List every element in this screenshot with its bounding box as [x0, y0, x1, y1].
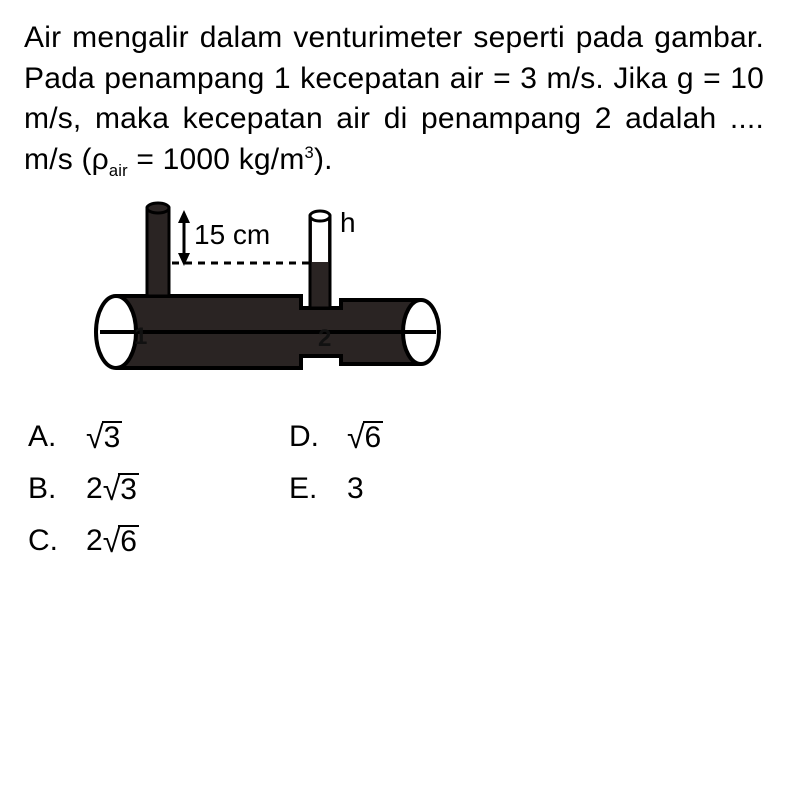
options-col-left: A. √ 3 B. 2 √ 3 C. 2 √ 6	[28, 420, 139, 558]
label-1: 1	[134, 323, 147, 350]
options-col-right: D. √ 6 E. 3	[289, 420, 383, 558]
radicand: 6	[363, 421, 384, 453]
venturimeter-diagram: 15 cm h 1 2	[24, 196, 764, 396]
label-2: 2	[318, 325, 331, 352]
rho-subscript: air	[109, 162, 128, 180]
coef: 2	[86, 472, 103, 506]
option-value: √ 3	[86, 420, 122, 454]
option-letter: E.	[289, 472, 319, 506]
option-value: 2 √ 3	[86, 472, 139, 506]
height-arrow	[178, 210, 190, 266]
option-letter: A.	[28, 420, 58, 454]
option-value: √ 6	[347, 420, 383, 454]
label-15cm: 15 cm	[194, 219, 270, 250]
question-text: Air mengalir dalam venturimeter se­perti…	[24, 18, 764, 182]
left-tube	[147, 203, 169, 296]
option-value: 3	[347, 472, 364, 506]
option-letter: D.	[289, 420, 319, 454]
option-C: C. 2 √ 6	[28, 524, 139, 558]
radicand: 3	[118, 473, 139, 505]
right-tube	[310, 211, 330, 308]
exp: 3	[305, 144, 314, 162]
question-tail: = 1000 kg/m	[128, 143, 305, 176]
question-close: ).	[314, 143, 333, 176]
coef: 2	[86, 524, 103, 558]
radicand: 6	[118, 525, 139, 557]
option-letter: C.	[28, 524, 58, 558]
option-value: 2 √ 6	[86, 524, 139, 558]
pipe-body	[96, 296, 439, 368]
option-A: A. √ 3	[28, 420, 139, 454]
answer-options: A. √ 3 B. 2 √ 3 C. 2 √ 6 D.	[24, 420, 764, 558]
option-B: B. 2 √ 3	[28, 472, 139, 506]
radicand: 3	[102, 421, 123, 453]
option-D: D. √ 6	[289, 420, 383, 454]
label-h: h	[340, 207, 356, 238]
option-letter: B.	[28, 472, 58, 506]
option-E: E. 3	[289, 472, 383, 506]
